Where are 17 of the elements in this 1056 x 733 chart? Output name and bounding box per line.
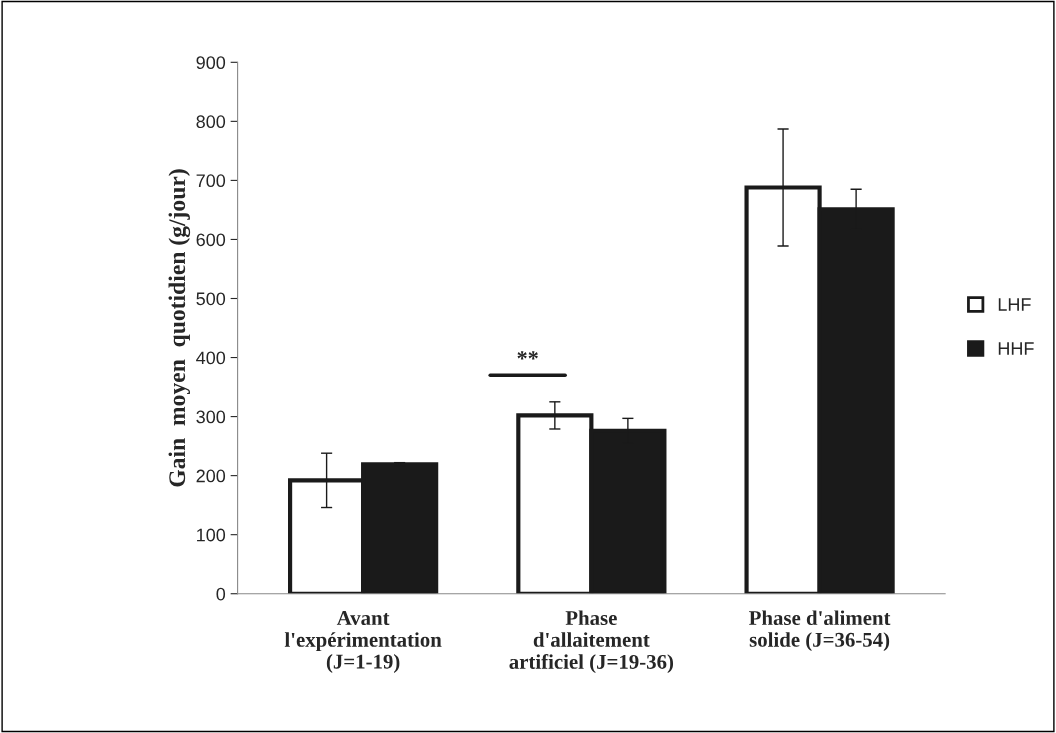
- annotation: **: [517, 351, 538, 360]
- y-tick-label: 500: [196, 292, 226, 306]
- y-tick-label: 800: [196, 115, 226, 129]
- y-axis-title: Gain moyen quotidien (g/jour): [168, 169, 191, 487]
- y-tick-label: 700: [196, 174, 226, 188]
- legend-label: HHF: [998, 342, 1034, 355]
- y-tick-label: 900: [196, 56, 226, 70]
- y-tick-label: 0: [216, 587, 226, 601]
- y-tick-label: 600: [196, 233, 226, 247]
- legend-label: LHF: [998, 298, 1031, 311]
- x-tick-label: Phase d'allaitement artificiel (J=19-36): [509, 610, 674, 674]
- y-tick-label: 200: [196, 469, 226, 483]
- y-tick-label: 400: [196, 351, 226, 365]
- x-tick-label: Avant l'expérimentation (J=1-19): [284, 611, 442, 673]
- y-tick-label: 300: [196, 410, 226, 424]
- x-tick-label: Phase d'aliment solide (J=36-54): [749, 610, 891, 652]
- y-tick-label: 100: [197, 528, 226, 542]
